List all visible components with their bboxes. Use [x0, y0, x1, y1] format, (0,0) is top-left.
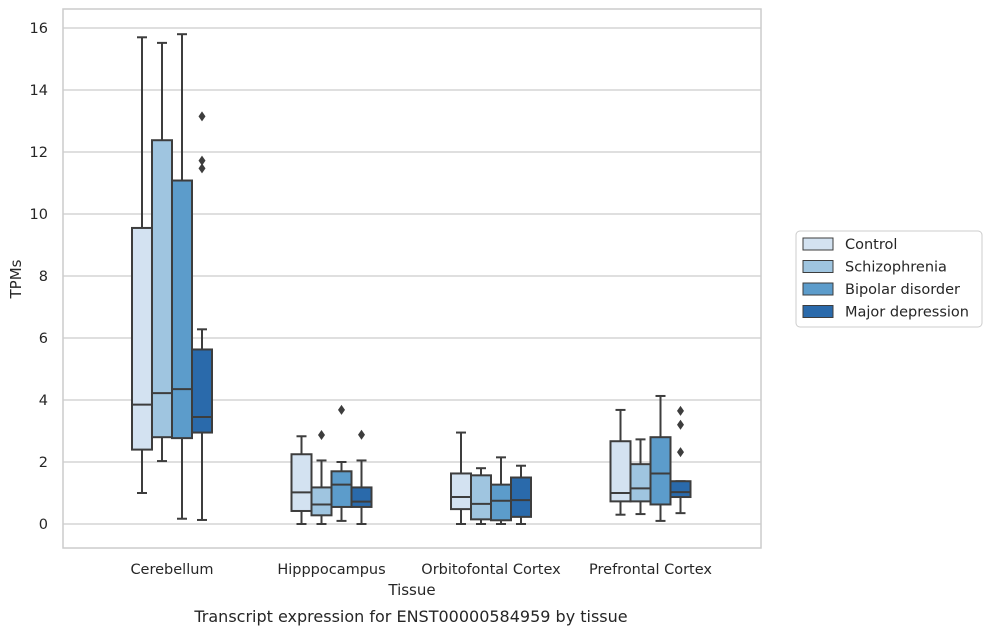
box-schizophrenia [310, 430, 333, 525]
y-tick-label: 2 [39, 455, 48, 471]
outlier-point [358, 429, 365, 440]
y-axis-label: TPMs [7, 259, 25, 299]
box-bipolar-disorder [330, 404, 353, 522]
legend-label: Schizophrenia [845, 260, 947, 276]
outlier-point [198, 111, 206, 122]
y-tick-label: 14 [30, 83, 48, 99]
box-iqr [290, 453, 313, 512]
legend-label: Control [845, 237, 897, 253]
box-schizophrenia [629, 438, 652, 516]
legend-swatch [802, 282, 834, 296]
x-tick-label: Orbitofontal Cortex [421, 562, 561, 578]
y-tick-label: 8 [39, 269, 48, 285]
box-iqr [649, 436, 672, 506]
box-major-depression [669, 405, 692, 515]
y-tick-label: 12 [30, 145, 48, 161]
x-tick-label: Hipppocampus [277, 562, 385, 578]
y-tick-label: 16 [30, 21, 48, 37]
outlier-point [318, 430, 325, 441]
box-bipolar-disorder [490, 456, 512, 525]
box-iqr [191, 348, 213, 434]
box-schizophrenia [151, 41, 173, 463]
legend: Control Schizophrenia Bipolar disorder Majo… [795, 230, 983, 328]
box-control [290, 435, 313, 525]
box-control [609, 408, 632, 516]
x-axis-label: Tissue [387, 581, 435, 599]
outlier-point [198, 155, 206, 166]
x-tick-labels: Cerebellum Hipppocampus Orbitofontal Corte… [130, 562, 712, 578]
box-iqr [131, 226, 153, 451]
outlier-point [198, 163, 206, 174]
outlier-point [677, 447, 684, 458]
box-control [450, 431, 472, 525]
legend-label: Major depression [845, 305, 969, 321]
box-iqr [669, 480, 692, 499]
box-iqr [171, 179, 193, 440]
y-tick-label: 6 [39, 331, 48, 347]
box-iqr [310, 486, 333, 517]
box-iqr [510, 476, 532, 518]
box-iqr [450, 472, 472, 511]
y-tick-label: 10 [30, 207, 48, 223]
box-iqr [350, 486, 373, 508]
x-tick-label: Cerebellum [130, 562, 213, 578]
outlier-point [677, 405, 684, 416]
box-major-depression [510, 464, 532, 525]
outlier-point [338, 404, 345, 415]
legend-swatch [802, 305, 834, 318]
box-iqr [490, 483, 512, 522]
box-major-depression [350, 429, 373, 525]
box-control [131, 36, 153, 494]
outlier-point [677, 419, 684, 430]
legend-swatch [802, 237, 834, 251]
plot-frame [62, 8, 762, 549]
x-tick-label: Prefrontal Cortex [589, 562, 712, 578]
y-tick-labels: 0 2 4 6 8 10 12 14 16 [30, 21, 48, 533]
box-bipolar-disorder [649, 394, 672, 522]
y-tick-label: 4 [39, 393, 48, 409]
box-bipolar-disorder [171, 33, 193, 520]
box-major-depression [191, 111, 213, 521]
plot-area [131, 33, 692, 525]
legend-swatch [802, 260, 834, 273]
legend-frame [795, 230, 983, 328]
box-iqr [629, 463, 652, 503]
box-schizophrenia [470, 467, 492, 525]
chart-caption: Transcript expression for ENST0000058495… [193, 607, 627, 626]
y-tick-label: 0 [39, 517, 48, 533]
legend-label: Bipolar disorder [845, 282, 960, 298]
box-iqr [330, 470, 353, 508]
box-iqr [470, 474, 492, 521]
